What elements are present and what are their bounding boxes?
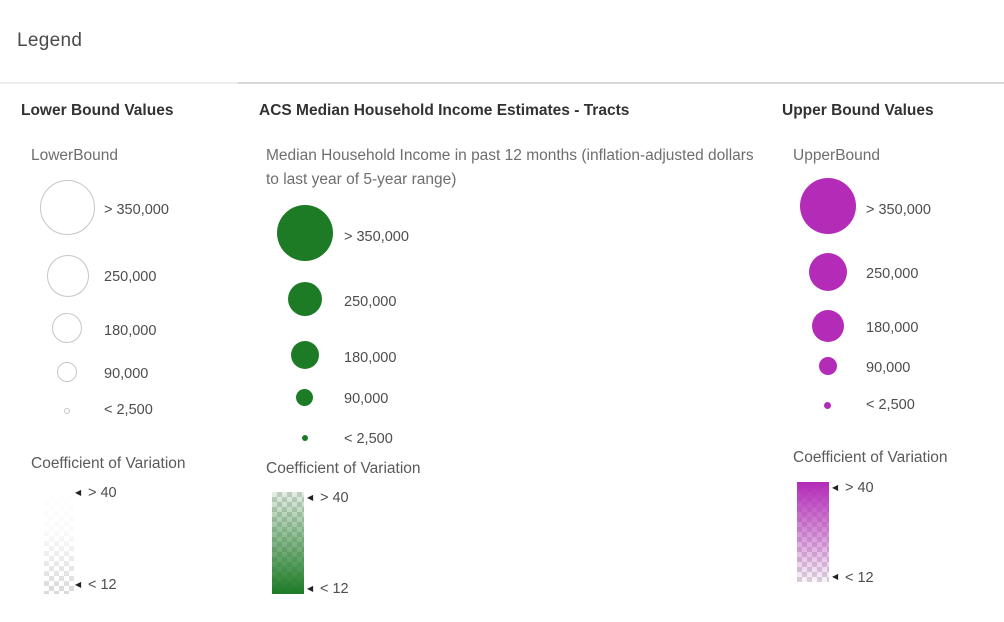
layer-name-label: LowerBound bbox=[31, 147, 119, 164]
ramp-arrow-bottom-icon: ◀ bbox=[307, 584, 314, 593]
size-label: 180,000 bbox=[104, 323, 157, 339]
cov-heading: Coefficient of Variation bbox=[793, 449, 948, 466]
cov-transparency-ramp bbox=[272, 492, 304, 594]
cov-bottom-label: < 12 bbox=[845, 570, 874, 586]
size-circle-icon bbox=[809, 253, 847, 291]
size-label: 250,000 bbox=[344, 294, 397, 310]
size-circle-icon bbox=[824, 402, 831, 409]
size-circle-icon bbox=[64, 408, 70, 414]
size-label: 180,000 bbox=[344, 350, 397, 366]
size-circle-icon bbox=[47, 255, 89, 297]
size-circle-icon bbox=[812, 310, 844, 342]
panel-heading: ACS Median Household Income Estimates - … bbox=[259, 102, 630, 119]
ramp-arrow-top-icon: ◀ bbox=[75, 488, 82, 497]
size-circle-icon bbox=[291, 341, 319, 369]
size-label: < 2,500 bbox=[866, 397, 915, 413]
size-circle-icon bbox=[800, 178, 856, 234]
size-circle-icon bbox=[57, 362, 77, 382]
size-label: < 2,500 bbox=[104, 402, 153, 418]
size-label: < 2,500 bbox=[344, 431, 393, 447]
cov-heading: Coefficient of Variation bbox=[266, 460, 421, 477]
panel-heading: Upper Bound Values bbox=[782, 102, 934, 119]
size-label: 250,000 bbox=[104, 269, 157, 285]
size-circle-icon bbox=[277, 205, 333, 261]
ramp-arrow-top-icon: ◀ bbox=[307, 493, 314, 502]
size-circle-icon bbox=[40, 180, 95, 235]
size-label: > 350,000 bbox=[866, 202, 931, 218]
legend-panel-title: Legend bbox=[17, 30, 83, 51]
size-circle-icon bbox=[52, 313, 82, 343]
layer-name-label: Median Household Income in past 12 month… bbox=[266, 147, 754, 188]
cov-bottom-label: < 12 bbox=[88, 577, 117, 593]
layer-name-label: UpperBound bbox=[793, 147, 881, 164]
ramp-arrow-top-icon: ◀ bbox=[832, 483, 839, 492]
size-label: 90,000 bbox=[104, 366, 149, 382]
header-divider-right bbox=[238, 82, 1004, 84]
cov-top-label: > 40 bbox=[88, 485, 117, 501]
size-label: 180,000 bbox=[866, 320, 919, 336]
size-label: 90,000 bbox=[866, 360, 911, 376]
size-circle-icon bbox=[288, 282, 322, 316]
cov-heading: Coefficient of Variation bbox=[31, 455, 186, 472]
panel-heading: Lower Bound Values bbox=[21, 102, 174, 119]
size-circle-icon bbox=[819, 357, 837, 375]
size-label: > 350,000 bbox=[104, 202, 169, 218]
cov-transparency-ramp bbox=[44, 486, 74, 594]
cov-top-label: > 40 bbox=[845, 480, 874, 496]
size-label: > 350,000 bbox=[344, 229, 409, 245]
size-circle-icon bbox=[296, 389, 313, 406]
cov-transparency-ramp bbox=[797, 482, 829, 582]
ramp-arrow-bottom-icon: ◀ bbox=[75, 580, 82, 589]
cov-bottom-label: < 12 bbox=[320, 581, 349, 597]
cov-top-label: > 40 bbox=[320, 490, 349, 506]
ramp-arrow-bottom-icon: ◀ bbox=[832, 572, 839, 581]
size-label: 90,000 bbox=[344, 391, 389, 407]
size-circle-icon bbox=[302, 435, 308, 441]
header-divider-left bbox=[0, 82, 238, 84]
size-label: 250,000 bbox=[866, 266, 919, 282]
